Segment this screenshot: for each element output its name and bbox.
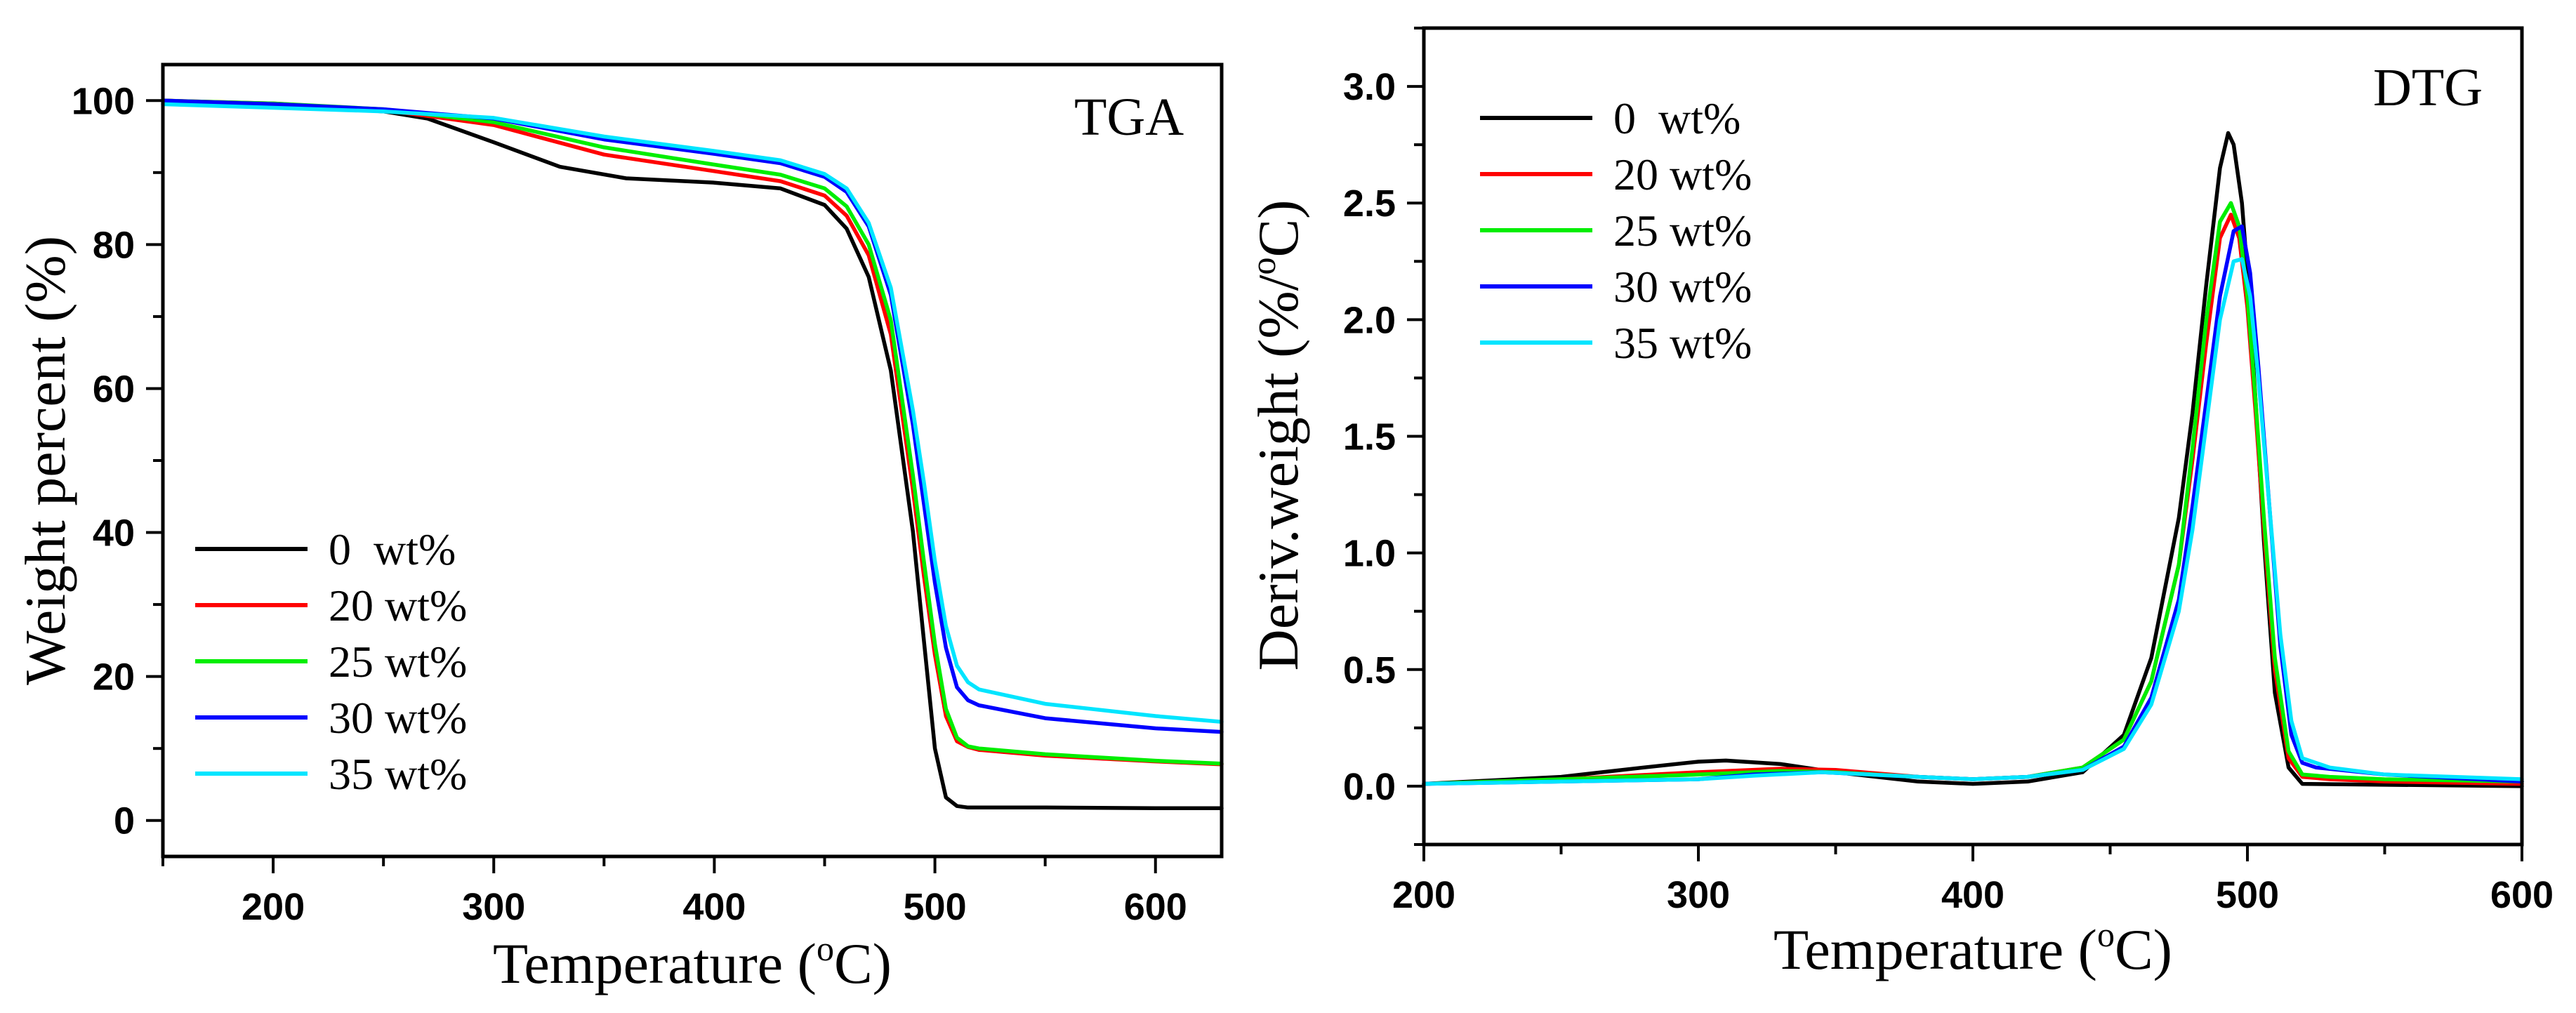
dtg-tick-labels: 200 300 400 500 600 0.0 0.5 1.0 1.5 2.0 2.5 3.0 — [1343, 66, 2554, 916]
tga-legend-label-2: 25 wt% — [329, 637, 467, 687]
tga-x-axis-title: Temperature (oC) — [493, 929, 892, 995]
dtg-series-line-2 — [1422, 201, 2524, 786]
tga-series-lines — [161, 98, 1224, 811]
dtg-x-tick-label-4: 600 — [2490, 874, 2554, 916]
dtg-legend-label-3: 30 wt% — [1613, 262, 1752, 312]
dtg-legend: 0 wt% 20 wt% 25 wt% 30 wt% 35 wt% — [1480, 93, 1752, 368]
tga-series-line-3 — [161, 98, 1224, 734]
dtg-series-line-1 — [1422, 213, 2524, 786]
tga-x-tick-label-1: 300 — [462, 886, 525, 928]
tga-series-line-2 — [161, 98, 1224, 766]
dtg-x-axis-title: Temperature (oC) — [1774, 915, 2172, 981]
tga-legend-label-1: 20 wt% — [329, 581, 467, 630]
dtg-panel: 200 300 400 500 600 0.0 0.5 1.0 1.5 2.0 2.5 3.0 DTG… — [1243, 26, 2554, 981]
tga-legend-label-4: 35 wt% — [329, 749, 467, 799]
tga-y-tick-label-2: 40 — [93, 512, 135, 555]
dtg-series-line-4 — [1422, 257, 2524, 786]
tga-series-line-4 — [161, 102, 1224, 724]
dtg-series-line-3 — [1422, 224, 2524, 786]
tga-y-axis-title: Weight percent (%) — [13, 236, 77, 685]
tga-y-tick-label-3: 60 — [93, 368, 135, 410]
tga-x-tick-label-2: 400 — [682, 886, 746, 928]
dtg-y-tick-label-0: 0.0 — [1343, 766, 1396, 808]
tga-x-tick-label-0: 200 — [242, 886, 305, 928]
tga-series-line-0 — [161, 98, 1224, 811]
dtg-y-tick-label-1: 0.5 — [1343, 649, 1396, 691]
tga-legend-label-0: 0 wt% — [329, 524, 456, 574]
dtg-legend-label-4: 35 wt% — [1613, 318, 1752, 368]
tga-y-tick-label-0: 0 — [114, 800, 135, 842]
tga-panel: 200 300 400 500 600 0 20 40 60 80 100 TGA Temperat… — [13, 62, 1224, 995]
tga-tick-labels: 200 300 400 500 600 0 20 40 60 80 100 — [72, 80, 1187, 928]
dtg-series-lines — [1422, 131, 2524, 788]
tga-axis-ticks — [146, 99, 1157, 873]
dtg-x-tick-label-0: 200 — [1392, 874, 1455, 916]
dtg-y-tick-label-5: 2.5 — [1343, 183, 1396, 225]
tga-legend: 0 wt% 20 wt% 25 wt% 30 wt% 35 wt% — [195, 524, 467, 799]
tga-panel-label: TGA — [1074, 88, 1184, 147]
dtg-plot-frame — [1422, 26, 2524, 847]
dtg-y-tick-label-6: 3.0 — [1343, 66, 1396, 108]
tga-y-tick-label-4: 80 — [93, 224, 135, 266]
dtg-y-tick-label-3: 1.5 — [1343, 416, 1396, 458]
dtg-y-tick-label-4: 2.0 — [1343, 299, 1396, 341]
dtg-legend-label-1: 20 wt% — [1613, 150, 1752, 199]
dtg-y-axis-title: Deriv.weight (%/oC) — [1243, 200, 1310, 671]
tga-series-line-1 — [161, 98, 1224, 767]
dtg-legend-label-0: 0 wt% — [1613, 93, 1741, 143]
dtg-panel-label: DTG — [2373, 58, 2483, 117]
tga-y-tick-label-5: 100 — [72, 80, 135, 122]
dtg-x-tick-label-1: 300 — [1667, 874, 1730, 916]
tga-y-tick-label-1: 20 — [93, 656, 135, 698]
dtg-x-tick-label-2: 400 — [1941, 874, 2004, 916]
dtg-y-tick-label-2: 1.0 — [1343, 533, 1396, 575]
tga-x-tick-label-4: 600 — [1124, 886, 1187, 928]
dtg-axis-ticks — [1407, 27, 2523, 861]
tga-x-tick-label-3: 500 — [904, 886, 967, 928]
dtg-legend-label-2: 25 wt% — [1613, 206, 1752, 256]
dtg-x-tick-label-3: 500 — [2216, 874, 2279, 916]
tga-legend-label-3: 30 wt% — [329, 693, 467, 743]
